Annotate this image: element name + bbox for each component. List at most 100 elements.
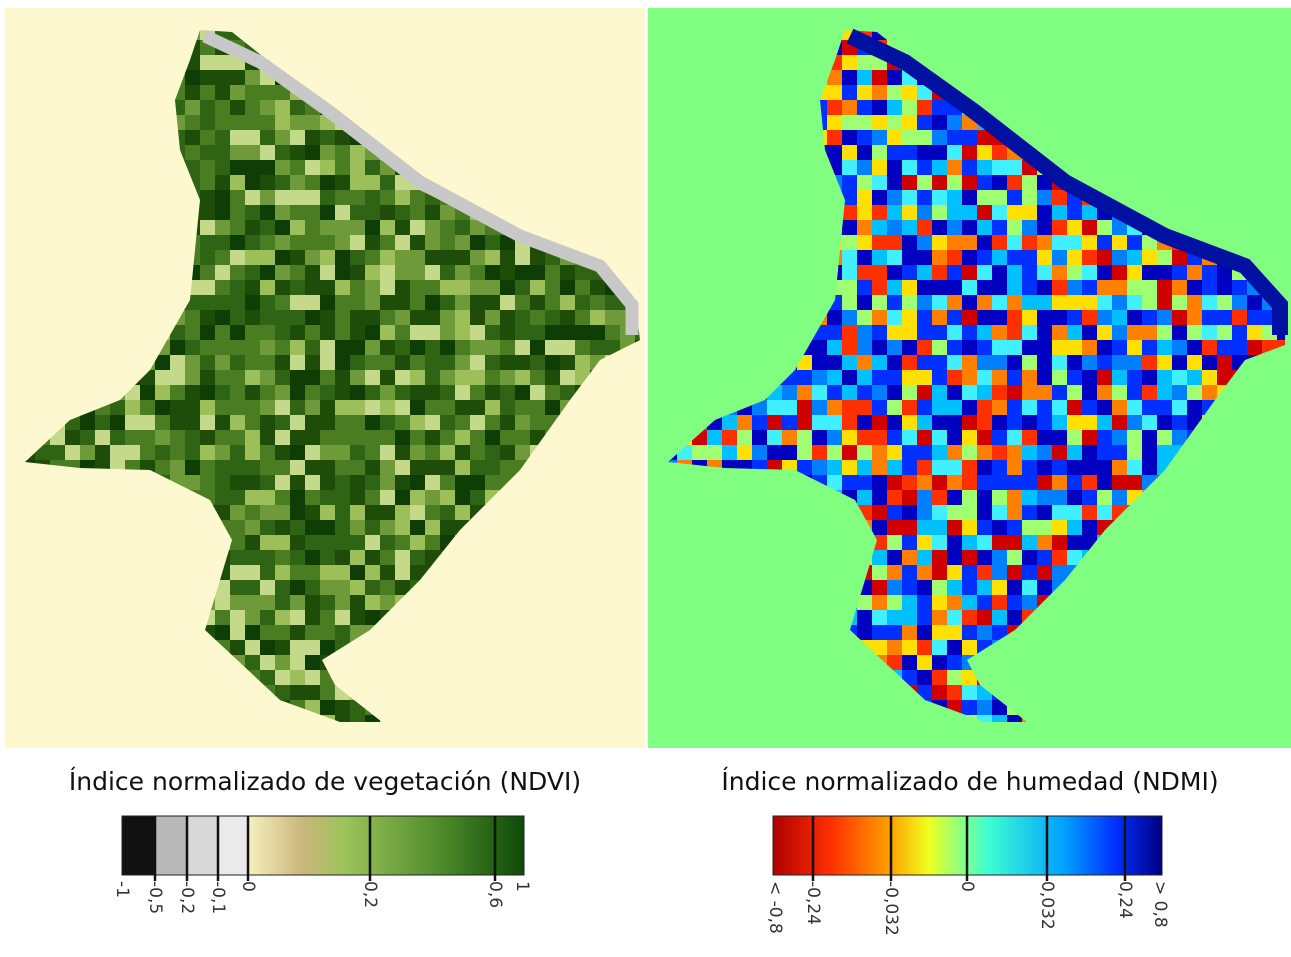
field <box>1007 205 1023 221</box>
field <box>335 565 351 581</box>
field <box>1022 325 1038 341</box>
field <box>335 385 351 401</box>
scale-label: 0,24 <box>1115 881 1135 919</box>
field <box>515 355 531 371</box>
field <box>932 400 948 416</box>
field <box>1127 340 1143 356</box>
field <box>1217 280 1233 296</box>
field <box>440 355 456 371</box>
field <box>947 235 963 251</box>
field <box>440 430 456 446</box>
field <box>1082 370 1098 386</box>
field <box>410 535 426 551</box>
field <box>842 310 858 326</box>
field <box>560 370 576 386</box>
field <box>1217 310 1233 326</box>
field <box>245 460 261 476</box>
field <box>992 190 1008 206</box>
field <box>857 415 873 431</box>
field <box>215 610 231 626</box>
field <box>1142 325 1158 341</box>
field <box>1052 460 1068 476</box>
field <box>230 550 246 566</box>
field <box>872 565 888 581</box>
field <box>155 385 171 401</box>
field <box>185 310 201 326</box>
field <box>470 355 486 371</box>
field <box>887 100 903 116</box>
field <box>872 115 888 131</box>
field <box>1082 220 1098 236</box>
field <box>1217 295 1233 311</box>
field <box>932 190 948 206</box>
field <box>917 190 933 206</box>
field <box>215 445 231 461</box>
field <box>380 250 396 266</box>
field <box>947 385 963 401</box>
field <box>1007 175 1023 191</box>
field <box>275 415 291 431</box>
field <box>380 310 396 326</box>
field <box>485 460 501 476</box>
field <box>917 445 933 461</box>
field <box>902 415 918 431</box>
field <box>917 490 933 506</box>
field <box>290 355 306 371</box>
field <box>80 445 96 461</box>
field <box>1172 295 1188 311</box>
field <box>275 520 291 536</box>
field <box>380 430 396 446</box>
field <box>440 280 456 296</box>
field <box>1127 430 1143 446</box>
field <box>872 355 888 371</box>
field <box>245 445 261 461</box>
field <box>902 445 918 461</box>
field <box>1052 535 1068 551</box>
field <box>95 430 111 446</box>
field <box>887 280 903 296</box>
field <box>410 430 426 446</box>
field <box>1022 175 1038 191</box>
field <box>872 100 888 116</box>
field <box>812 400 828 416</box>
field <box>1007 370 1023 386</box>
field <box>350 295 366 311</box>
field <box>230 595 246 611</box>
field <box>842 430 858 446</box>
field <box>947 370 963 386</box>
field <box>917 505 933 521</box>
field <box>425 340 441 356</box>
field <box>470 490 486 506</box>
field <box>932 580 948 596</box>
field <box>1127 385 1143 401</box>
field <box>1007 535 1023 551</box>
field <box>962 475 978 491</box>
field <box>1052 250 1068 266</box>
field <box>335 280 351 296</box>
field <box>1082 445 1098 461</box>
field <box>962 235 978 251</box>
field <box>1022 460 1038 476</box>
field <box>857 430 873 446</box>
field <box>425 490 441 506</box>
field <box>1037 190 1053 206</box>
field <box>215 625 231 641</box>
field <box>917 535 933 551</box>
field <box>290 145 306 161</box>
field <box>425 385 441 401</box>
field <box>335 160 351 176</box>
field <box>857 265 873 281</box>
field <box>977 220 993 236</box>
field <box>350 310 366 326</box>
field <box>902 85 918 101</box>
field <box>1037 235 1053 251</box>
field <box>380 190 396 206</box>
field <box>1157 325 1173 341</box>
field <box>230 610 246 626</box>
field <box>1037 565 1053 581</box>
field <box>872 265 888 281</box>
field <box>1007 445 1023 461</box>
field <box>515 400 531 416</box>
field <box>320 490 336 506</box>
field <box>797 430 813 446</box>
